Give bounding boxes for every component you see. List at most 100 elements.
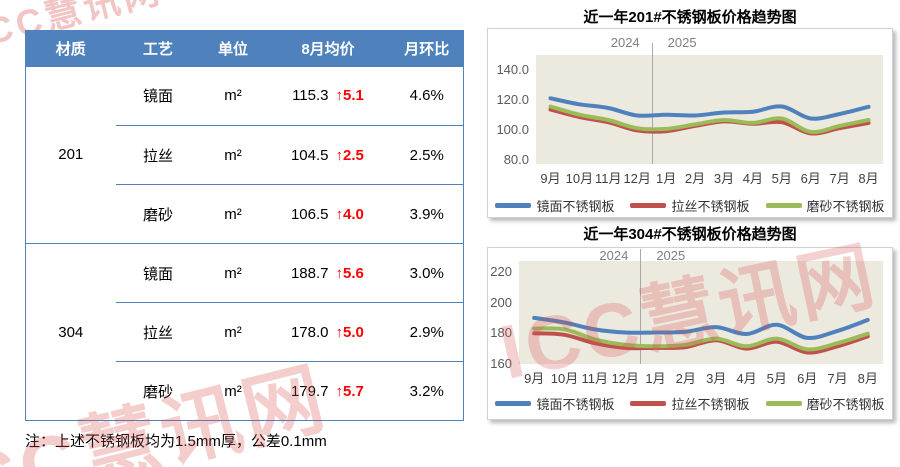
legend-label: 镜面不锈钢板 xyxy=(536,397,615,412)
x-axis-label: 2月 xyxy=(675,371,696,386)
chart-panel-304: 2024 2025 160 180 200 220 9月 10月 11月 12月 1月 2月 3月 4月 5… xyxy=(487,247,893,420)
year-label: 2024 xyxy=(610,35,640,50)
price-change: ↑5.1 xyxy=(335,87,364,105)
chart-canvas xyxy=(532,315,870,355)
price-change: ↑2.5 xyxy=(335,146,364,164)
legend-label: 拉丝不锈钢板 xyxy=(671,397,750,412)
mom-cell: 3.2% xyxy=(390,361,464,421)
price-change: ↑5.0 xyxy=(335,323,364,341)
mom-cell: 3.9% xyxy=(390,184,464,244)
price-cell: 188.7 ↑5.6 xyxy=(265,243,391,303)
header-august-avg-price: 8月均价 xyxy=(265,30,391,67)
header-mom: 月环比 xyxy=(390,30,464,67)
x-axis-label: 3月 xyxy=(713,171,735,186)
year-divider xyxy=(651,43,653,164)
x-axis-label: 5月 xyxy=(766,371,787,386)
legend-label: 磨砂不锈钢板 xyxy=(806,397,885,412)
x-axis-label: 6月 xyxy=(797,371,818,386)
x-axis-label: 4月 xyxy=(742,171,763,186)
x-axis-label: 8月 xyxy=(858,171,879,186)
unit-cell: m² xyxy=(224,87,242,105)
unit-cell: m² xyxy=(200,243,266,303)
y-axis-label: 160 xyxy=(490,356,512,371)
price-table-section: 材质 工艺 单位 8月均价 月环比 201 镜面 m² 115.3 ↑5.1 4.… xyxy=(25,30,464,451)
y-axis-label: 200 xyxy=(490,294,512,310)
y-axis-label: 140.0 xyxy=(496,61,529,77)
y-axis-label: 220 xyxy=(490,263,512,279)
price-table: 材质 工艺 单位 8月均价 月环比 201 镜面 m² 115.3 ↑5.1 4.… xyxy=(25,30,464,421)
legend-swatch-brushed xyxy=(630,401,667,406)
x-axis-label: 9月 xyxy=(540,171,561,186)
material-304: 304 xyxy=(25,243,116,421)
price-value: 106.5 xyxy=(290,205,329,223)
table-row: 201 镜面 m² 115.3 ↑5.1 4.6% xyxy=(26,67,464,163)
legend-swatch-mirror xyxy=(495,203,532,208)
year-divider xyxy=(640,249,642,364)
price-value: 104.5 xyxy=(290,146,329,164)
y-axis-label: 100.0 xyxy=(496,121,529,137)
price-value: 115.3 xyxy=(292,87,329,105)
legend-item: 镜面不锈钢板 xyxy=(495,196,614,215)
table-row: 拉丝 m² 104.5 ↑2.5 2.5% xyxy=(26,125,464,185)
x-axis-label: 1月 xyxy=(645,371,666,386)
x-axis-label: 3月 xyxy=(706,371,727,386)
legend-label: 镜面不锈钢板 xyxy=(536,199,615,214)
legend-swatch-frosted xyxy=(765,401,802,406)
price-cell: 115.3 ↑5.1 xyxy=(266,67,391,126)
year-label: 2025 xyxy=(667,35,697,50)
price-change: ↑5.6 xyxy=(335,264,364,282)
mom-cell: 2.9% xyxy=(390,302,464,362)
x-axis-label: 12月 xyxy=(611,371,639,386)
header-unit: 单位 xyxy=(200,30,266,67)
x-axis-label: 2月 xyxy=(684,171,706,186)
x-axis-label: 1月 xyxy=(655,171,677,186)
table-row: 304 镜面 m² 188.7 ↑5.6 3.0% xyxy=(25,243,464,421)
legend-swatch-brushed xyxy=(630,203,667,208)
mom-cell: 4.6% xyxy=(409,87,444,105)
legend-label: 拉丝不锈钢板 xyxy=(671,199,750,214)
x-axis-label: 10月 xyxy=(550,371,579,386)
chart-canvas xyxy=(548,96,871,136)
y-axis-label: 120.0 xyxy=(496,91,529,107)
table-header-row: 材质 工艺 单位 8月均价 月环比 xyxy=(25,30,464,67)
material-201: 201 xyxy=(58,146,84,164)
mom-cell: 2.5% xyxy=(390,125,464,185)
price-value: 178.0 xyxy=(290,323,329,341)
unit-cell: m² xyxy=(200,184,266,244)
x-axis-label: 11月 xyxy=(595,171,622,186)
plot-area xyxy=(536,55,883,164)
y-axis-label: 180 xyxy=(490,325,512,341)
y-axis-label: 80.0 xyxy=(503,151,529,167)
price-change: ↑5.7 xyxy=(335,382,364,400)
x-axis-label: 4月 xyxy=(736,371,757,386)
series-line-mirror xyxy=(532,315,870,341)
legend-swatch-mirror xyxy=(495,401,532,406)
unit-cell: m² xyxy=(200,302,266,362)
year-label: 2024 xyxy=(599,248,629,263)
legend-item: 拉丝不锈钢板 xyxy=(630,196,750,215)
x-axis-label: 10月 xyxy=(565,171,594,186)
legend-label: 磨砂不锈钢板 xyxy=(806,199,885,214)
process-cell: 镜面 xyxy=(142,88,173,106)
year-label: 2025 xyxy=(656,248,686,263)
process-cell: 镜面 xyxy=(115,243,201,303)
price-cell: 106.5 ↑4.0 xyxy=(265,184,391,244)
header-material: 材质 xyxy=(25,30,116,67)
chart-title-201: 近一年201#不锈钢板价格趋势图 xyxy=(583,9,797,26)
unit-cell: m² xyxy=(200,125,266,185)
x-axis-label: 5月 xyxy=(771,171,792,186)
legend-swatch-frosted xyxy=(765,203,802,208)
series-line-mirror xyxy=(548,96,871,121)
process-cell: 磨砂 xyxy=(115,184,201,244)
process-cell: 磨砂 xyxy=(115,361,201,421)
x-axis-label: 11月 xyxy=(581,371,609,386)
series-line-frosted xyxy=(532,326,870,352)
legend-item: 磨砂不锈钢板 xyxy=(765,196,885,215)
legend-item: 镜面不锈钢板 xyxy=(495,394,614,413)
mom-cell: 3.0% xyxy=(390,243,464,303)
legend-item: 磨砂不锈钢板 xyxy=(765,394,885,413)
chart-legend: 镜面不锈钢板 拉丝不锈钢板 磨砂不锈钢板 xyxy=(488,196,892,215)
price-cell: 104.5 ↑2.5 xyxy=(265,125,391,185)
unit-cell: m² xyxy=(200,361,266,421)
